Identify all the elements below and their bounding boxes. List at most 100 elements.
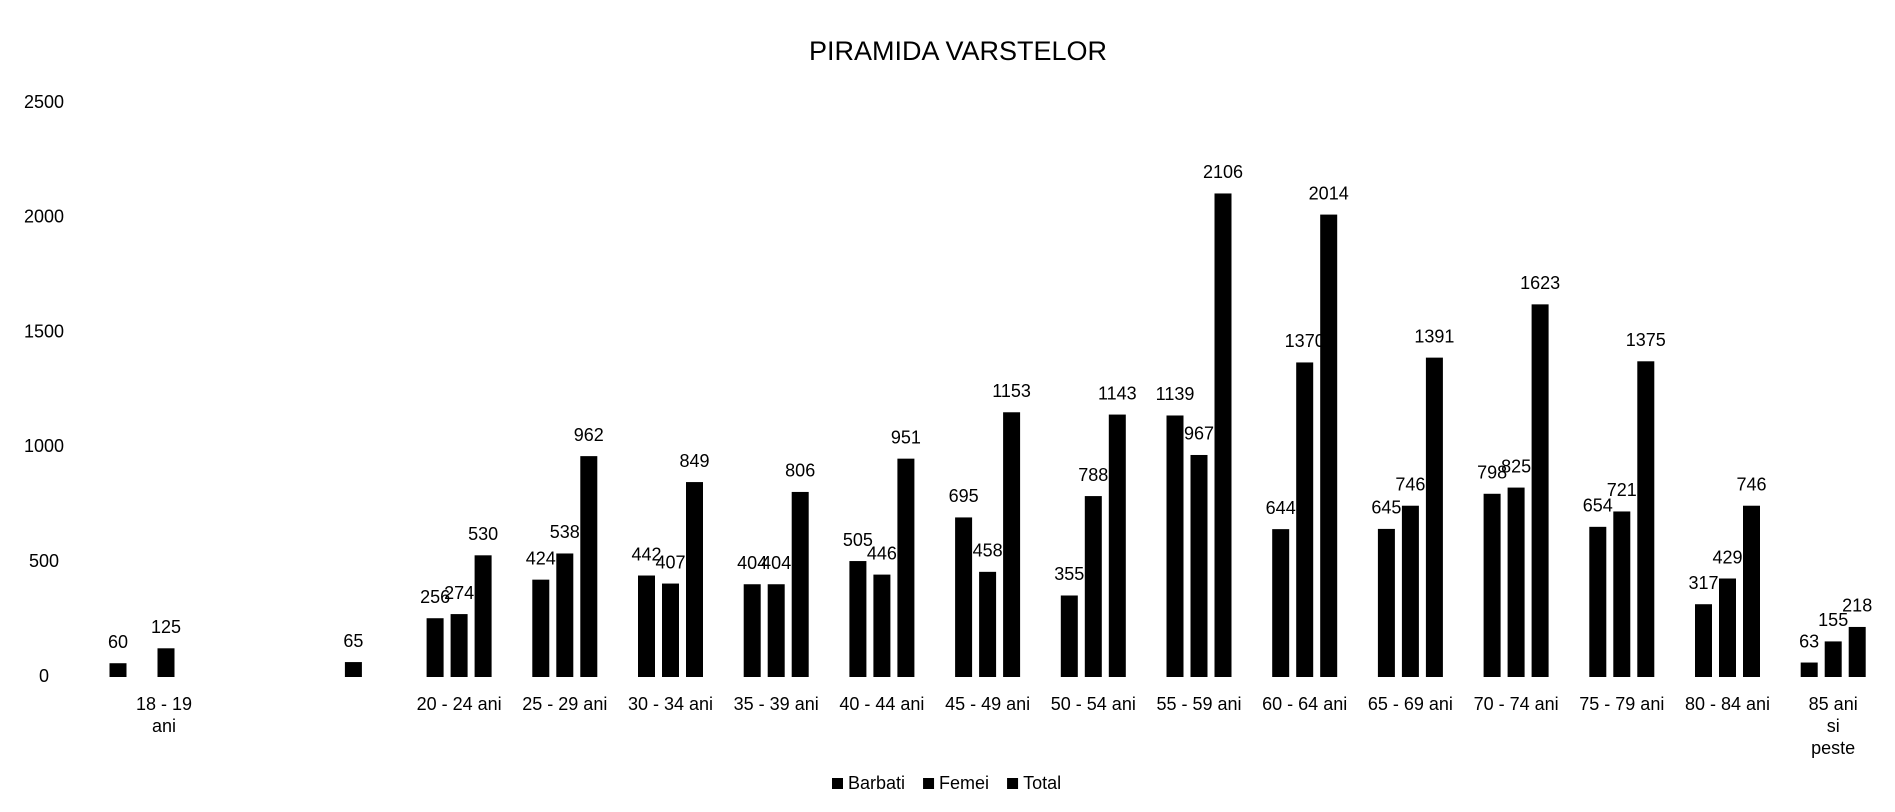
x-tick-label: 70 - 74 ani <box>1473 694 1559 714</box>
bar <box>873 574 891 677</box>
data-label: 806 <box>785 461 815 481</box>
bar <box>662 583 679 677</box>
data-label: 951 <box>891 427 921 447</box>
data-label: 654 <box>1583 496 1613 516</box>
data-label: 407 <box>655 552 685 572</box>
bar <box>849 561 867 677</box>
data-label: 60 <box>108 632 128 652</box>
bar <box>743 584 761 677</box>
data-label: 505 <box>843 530 873 550</box>
data-label: 825 <box>1501 456 1531 476</box>
data-label: 1153 <box>992 381 1031 401</box>
data-label: 1139 <box>1156 384 1195 404</box>
bar <box>532 579 550 677</box>
y-tick-label: 1500 <box>24 321 64 341</box>
legend-label: Barbati <box>848 773 905 793</box>
bar <box>1695 604 1712 677</box>
bar <box>1531 304 1549 677</box>
data-label: 125 <box>151 617 181 637</box>
data-label: 2106 <box>1203 162 1243 182</box>
data-label: 788 <box>1078 465 1108 485</box>
bar <box>638 575 655 677</box>
bar <box>979 571 997 677</box>
data-label: 458 <box>973 541 1003 561</box>
bar <box>1719 578 1736 677</box>
x-tick-label: 35 - 39 ani <box>733 694 819 714</box>
x-tick-label: 55 - 59 ani <box>1156 694 1242 714</box>
bar <box>1084 496 1102 677</box>
data-label: 849 <box>679 451 709 471</box>
bar <box>1507 487 1525 677</box>
legend-swatch <box>1007 778 1019 789</box>
data-label: 274 <box>444 583 474 603</box>
x-tick-label: 75 - 79 ani <box>1579 694 1665 714</box>
y-tick-label: 2000 <box>24 207 64 227</box>
bar <box>1848 626 1866 677</box>
x-tick-label: 20 - 24 ani <box>416 694 502 714</box>
x-tick-label: 50 - 54 ani <box>1050 694 1136 714</box>
x-tick-label: 60 - 64 ani <box>1262 694 1348 714</box>
x-tick-label: 65 - 69 ani <box>1367 694 1453 714</box>
data-label: 1370 <box>1285 331 1325 351</box>
data-label: 746 <box>1395 474 1425 494</box>
bar <box>767 584 785 677</box>
data-label: 721 <box>1607 480 1637 500</box>
data-label: 1143 <box>1098 383 1137 403</box>
chart-title: PIRAMIDA VARSTELOR <box>809 36 1107 66</box>
data-label: 1391 <box>1414 326 1454 346</box>
data-label: 155 <box>1818 610 1848 630</box>
bar <box>1060 595 1078 677</box>
data-label: 424 <box>526 548 556 568</box>
data-label: 2014 <box>1309 183 1349 203</box>
bar <box>1296 362 1314 677</box>
bar <box>1743 505 1760 677</box>
data-label: 446 <box>867 543 897 563</box>
bar <box>1003 412 1021 677</box>
legend-label: Total <box>1023 773 1061 793</box>
legend-label: Femei <box>939 773 989 793</box>
data-label: 645 <box>1371 498 1401 518</box>
data-label: 256 <box>420 587 450 607</box>
bar <box>1613 511 1631 677</box>
bar <box>1425 357 1443 677</box>
data-label: 962 <box>574 425 604 445</box>
legend-swatch <box>832 778 843 789</box>
y-tick-label: 500 <box>29 551 59 571</box>
data-label: 967 <box>1184 424 1214 444</box>
bar <box>955 517 973 677</box>
bar <box>1401 505 1419 677</box>
data-label: 442 <box>631 544 661 564</box>
legend-swatch <box>923 778 935 789</box>
x-tick-label: 45 - 49 ani <box>945 694 1031 714</box>
bar <box>791 491 809 677</box>
data-label: 63 <box>1799 631 1819 651</box>
bar <box>1214 193 1232 677</box>
bar <box>450 614 468 677</box>
bar <box>1483 493 1501 677</box>
bar <box>1637 361 1655 677</box>
data-label: 218 <box>1842 596 1872 616</box>
data-label: 530 <box>468 524 498 544</box>
bar <box>1190 454 1208 677</box>
bar <box>556 553 574 677</box>
y-tick-label: 2500 <box>24 92 64 112</box>
bar <box>686 482 703 677</box>
data-label: 355 <box>1054 564 1084 584</box>
bar <box>897 458 915 677</box>
bar <box>1824 641 1842 677</box>
data-label: 695 <box>949 486 979 506</box>
x-tick-label: 80 - 84 ani <box>1684 694 1771 714</box>
data-label: 1375 <box>1626 330 1666 350</box>
x-tick-label: 85 ani si peste <box>1808 694 1858 758</box>
bar <box>580 456 598 677</box>
data-label: 404 <box>737 553 767 573</box>
bar <box>1377 528 1395 677</box>
x-tick-label: 40 - 44 ani <box>839 694 925 714</box>
data-label: 1623 <box>1520 273 1560 293</box>
x-tick-label: 25 - 29 ani <box>522 694 608 714</box>
data-label: 538 <box>550 522 580 542</box>
x-tick-label: 30 - 34 ani <box>627 694 714 714</box>
bar <box>426 618 444 677</box>
